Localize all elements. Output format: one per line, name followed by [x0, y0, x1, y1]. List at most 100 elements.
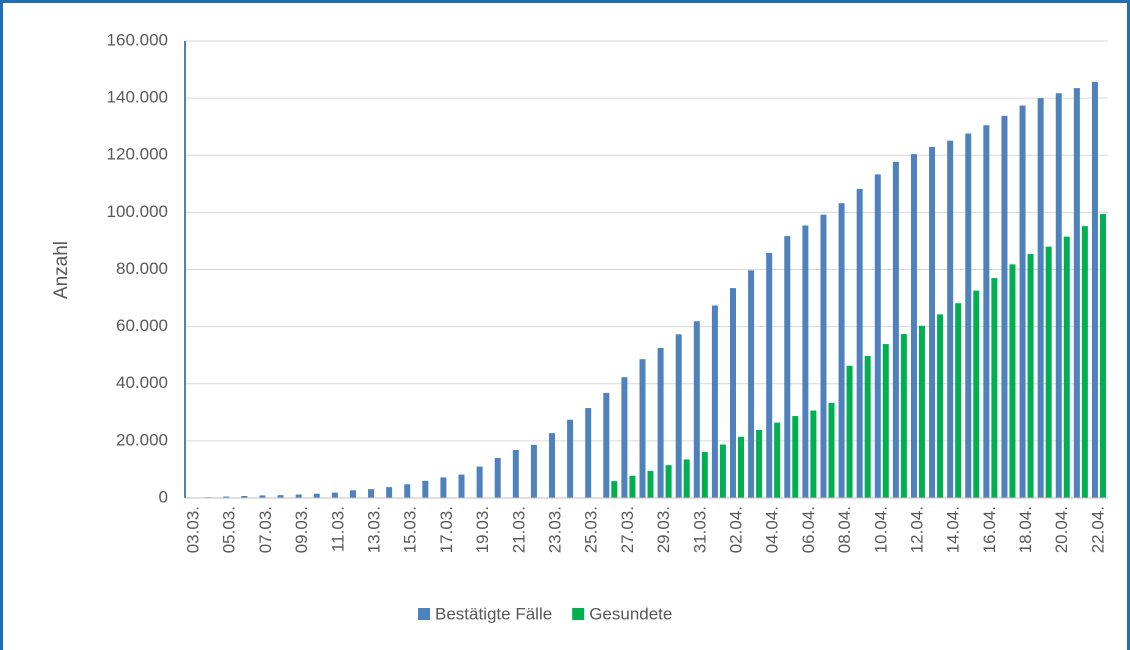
legend-swatch [572, 608, 585, 620]
x-tick-label: 15.03. [401, 506, 420, 553]
bar [701, 452, 708, 498]
bar [973, 290, 980, 498]
bar [756, 430, 763, 498]
x-tick-label: 11.03. [328, 506, 347, 552]
x-tick-label: 16.04. [980, 506, 999, 553]
bar [259, 495, 266, 498]
bar [440, 477, 447, 498]
bar [567, 419, 574, 498]
bar [792, 416, 799, 498]
bar [784, 236, 791, 498]
x-tick-label: 10.04. [871, 506, 890, 553]
bar [1001, 115, 1008, 499]
x-tick-label: 04.04. [763, 506, 782, 553]
legend-swatch [418, 608, 430, 620]
bar [639, 359, 646, 498]
bar [955, 303, 962, 498]
legend-label: Gesundete [589, 604, 672, 623]
bar [748, 270, 755, 498]
bar [810, 410, 817, 498]
bar [223, 496, 230, 498]
bar [729, 288, 736, 498]
bar [838, 203, 845, 499]
bar [1045, 246, 1052, 498]
y-axis-label: Anzahl [51, 241, 72, 299]
x-tick-label: 23.03. [545, 506, 564, 553]
bar [349, 490, 356, 498]
bar [386, 487, 393, 498]
y-tick-label: 160.000 [107, 30, 168, 49]
bar [241, 496, 248, 498]
y-tick-label: 60.000 [116, 316, 168, 335]
bar [856, 188, 863, 499]
y-tick-label: 0 [159, 487, 168, 506]
x-tick-label: 02.04. [726, 506, 745, 553]
bar [774, 422, 781, 498]
bar [665, 465, 672, 498]
bar [530, 444, 537, 498]
bar [937, 314, 944, 498]
bar [947, 140, 954, 499]
x-tick-label: 14.04. [944, 506, 963, 553]
x-tick-label: 25.03. [582, 506, 601, 553]
bar [1081, 226, 1088, 498]
bar [683, 459, 690, 498]
x-tick-label: 29.03. [654, 506, 673, 553]
y-tick-label: 140.000 [107, 88, 168, 107]
x-tick-label: 17.03. [437, 506, 456, 553]
y-tick-label: 100.000 [107, 202, 168, 221]
bar [1055, 93, 1062, 498]
bar [368, 489, 375, 498]
bar [882, 344, 889, 498]
bar [313, 493, 320, 498]
bar [422, 480, 429, 498]
bar [494, 458, 501, 498]
x-tick-label: 21.03. [509, 506, 528, 553]
bar [277, 495, 284, 498]
bar [1091, 81, 1098, 499]
y-tick-label: 80.000 [116, 259, 168, 278]
bar [476, 466, 483, 498]
bar [719, 444, 726, 498]
bar [965, 133, 972, 499]
bar [711, 305, 718, 498]
x-tick-label: 08.04. [835, 506, 854, 553]
x-tick-label: 09.03. [292, 506, 311, 553]
bar [1037, 98, 1044, 498]
bar [458, 474, 465, 498]
bar [918, 325, 925, 498]
bar [585, 408, 592, 498]
bar [900, 334, 907, 498]
x-tick-label: 31.03. [690, 506, 709, 553]
bar [910, 154, 917, 499]
bar [874, 174, 881, 498]
bar [892, 161, 899, 498]
legend-label: Bestätigte Fälle [435, 604, 552, 623]
bar [820, 214, 827, 498]
bar [603, 392, 610, 498]
bar [1063, 236, 1070, 498]
bar [675, 334, 682, 498]
x-tick-label: 18.04. [1016, 506, 1035, 553]
x-tick-label: 20.04. [1052, 506, 1071, 553]
x-tick-label: 06.04. [799, 506, 818, 553]
bar [929, 146, 936, 499]
x-tick-label: 22.04. [1088, 506, 1107, 553]
x-tick-label: 12.04. [907, 506, 926, 553]
bar [991, 278, 998, 498]
bar [647, 470, 654, 498]
bar [1019, 105, 1026, 499]
bar [1099, 214, 1106, 498]
bar [1009, 264, 1016, 498]
x-tick-label: 13.03. [365, 506, 384, 553]
bar [802, 225, 809, 499]
bar [1027, 254, 1034, 498]
bar [657, 348, 664, 498]
bar [512, 450, 519, 498]
bar [693, 321, 700, 498]
x-tick-label: 07.03. [256, 506, 275, 553]
bar [295, 494, 302, 498]
bar [549, 433, 556, 498]
